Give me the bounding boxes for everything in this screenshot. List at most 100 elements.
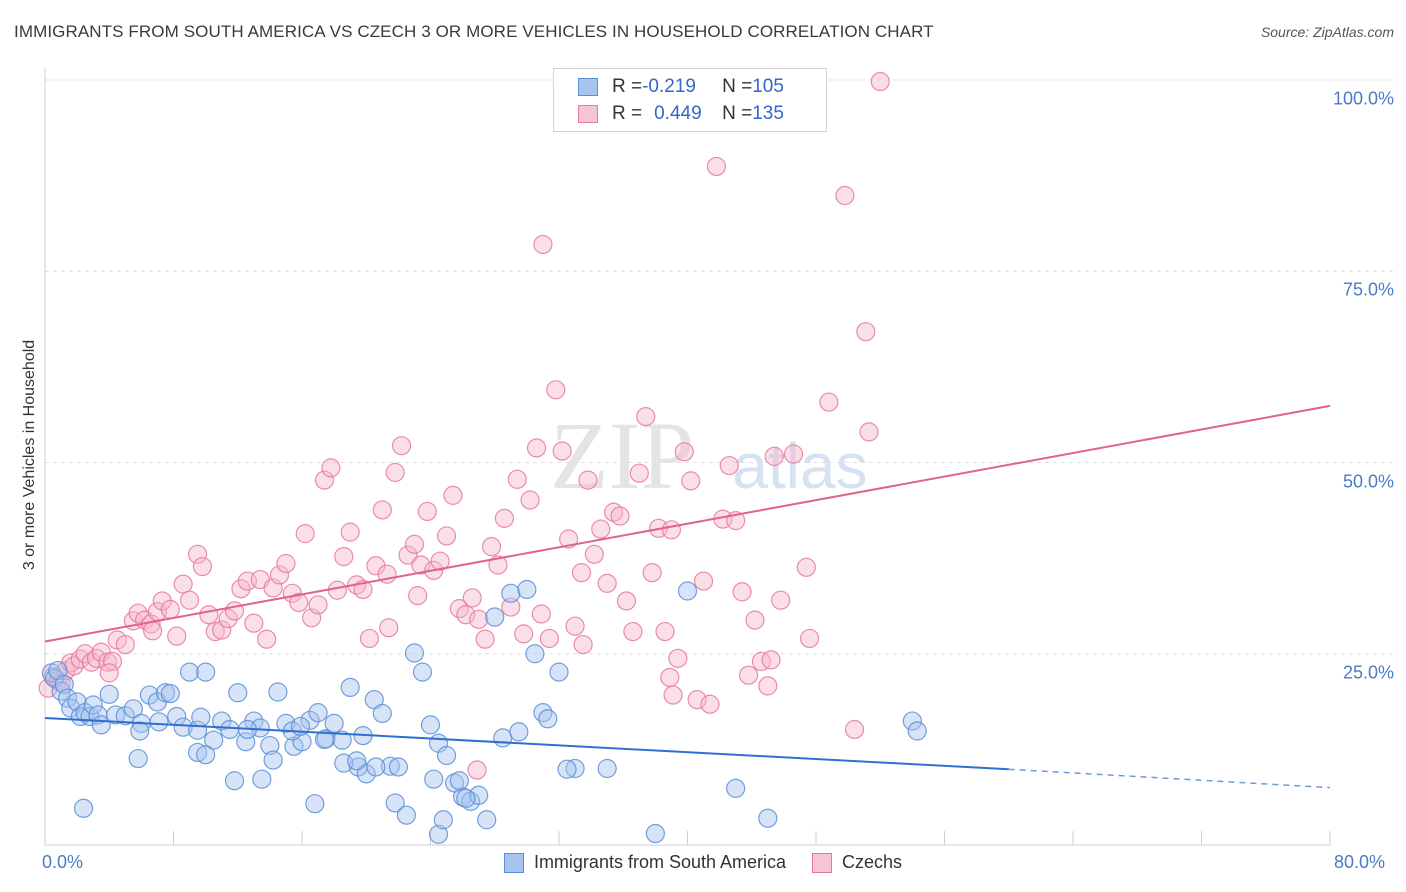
data-point-czechs	[276, 553, 296, 574]
data-point-immigrants	[645, 823, 665, 844]
data-point-immigrants	[501, 583, 521, 603]
r-label: R =	[612, 76, 643, 97]
data-point-czechs	[321, 458, 341, 478]
x-tick-label-min: 0.0%	[42, 852, 84, 872]
legend-item-czechs[interactable]: Czechs	[812, 852, 902, 873]
data-point-czechs	[687, 690, 707, 710]
chart-title: IMMIGRANTS FROM SOUTH AMERICA VS CZECH 3…	[14, 22, 934, 41]
data-point-immigrants	[106, 705, 126, 725]
y-tick-label: 50.0%	[1342, 471, 1394, 491]
data-point-immigrants	[396, 805, 417, 825]
data-point-czechs	[844, 719, 865, 740]
data-point-czechs	[327, 580, 347, 600]
data-point-czechs	[552, 441, 572, 461]
watermark-zip: ZIP	[550, 402, 694, 509]
data-point-immigrants	[187, 742, 208, 763]
data-point-czechs	[462, 588, 482, 608]
data-point-immigrants	[477, 810, 497, 830]
data-point-czechs	[738, 665, 759, 685]
stats-row-blue: R = -0.219 N = 105	[578, 76, 784, 98]
data-point-immigrants	[758, 808, 778, 828]
data-point-immigrants	[67, 692, 87, 712]
data-point-czechs	[546, 380, 566, 400]
data-point-immigrants	[224, 771, 245, 791]
data-point-immigrants	[83, 695, 103, 715]
data-point-czechs	[192, 556, 213, 577]
y-axis-label: 3 or more Vehicles in Household	[21, 339, 38, 571]
data-point-czechs	[732, 582, 752, 602]
blue-swatch	[578, 78, 598, 96]
data-point-immigrants	[139, 685, 160, 705]
data-point-immigrants	[115, 706, 135, 726]
data-point-immigrants	[300, 710, 320, 730]
data-point-immigrants	[99, 684, 119, 704]
data-point-czechs	[199, 605, 219, 625]
data-point-immigrants	[204, 730, 224, 750]
data-point-immigrants	[314, 729, 335, 750]
data-point-immigrants	[485, 607, 505, 627]
data-point-immigrants	[220, 719, 240, 740]
legend-label: Czechs	[842, 852, 903, 872]
data-point-immigrants	[525, 644, 545, 664]
pink-swatch	[578, 105, 598, 123]
data-point-czechs	[610, 506, 630, 526]
data-point-immigrants	[252, 769, 272, 789]
data-point-czechs	[520, 490, 540, 510]
data-point-immigrants	[517, 579, 537, 600]
stats-row-pink: R = 0.449 N = 135	[578, 103, 784, 125]
data-point-czechs	[681, 471, 701, 491]
data-point-czechs	[467, 760, 487, 780]
data-point-immigrants	[907, 721, 927, 741]
data-point-czechs	[758, 676, 778, 696]
data-point-czechs	[668, 648, 688, 668]
data-point-czechs	[408, 586, 428, 606]
trend-lines	[44, 404, 1331, 789]
data-point-immigrants	[236, 732, 256, 752]
data-point-czechs	[115, 634, 135, 655]
data-point-immigrants	[509, 722, 529, 742]
data-point-immigrants	[549, 662, 569, 682]
data-point-immigrants	[388, 757, 408, 777]
data-point-immigrants	[276, 713, 296, 733]
data-point-immigrants	[228, 683, 248, 703]
n-label: N =	[722, 76, 753, 97]
y-tick-label: 100.0%	[1332, 88, 1394, 109]
data-point-czechs	[663, 685, 683, 705]
data-point-czechs	[764, 446, 784, 466]
x-tick-label-max: 80.0%	[1334, 852, 1386, 872]
data-point-czechs	[295, 524, 315, 544]
data-point-immigrants	[128, 748, 148, 769]
data-point-immigrants	[380, 756, 400, 776]
data-point-immigrants	[428, 824, 449, 844]
legend-label: Immigrants from South America	[533, 852, 787, 872]
data-point-immigrants	[372, 703, 392, 724]
data-point-czechs	[443, 485, 463, 505]
data-point-immigrants	[356, 764, 376, 784]
data-point-czechs	[212, 620, 232, 640]
data-point-czechs	[507, 469, 527, 489]
data-point-czechs	[819, 392, 839, 412]
data-point-immigrants	[196, 662, 216, 682]
data-point-czechs	[244, 613, 264, 633]
data-point-immigrants	[305, 794, 325, 814]
data-point-immigrants	[263, 750, 283, 770]
data-point-immigrants	[902, 711, 922, 731]
n-label: N =	[722, 103, 753, 124]
data-point-czechs	[488, 555, 508, 575]
legend-item-immigrants[interactable]: Immigrants from South America	[503, 852, 787, 873]
data-point-czechs	[719, 455, 739, 476]
data-point-czechs	[559, 529, 579, 549]
data-point-czechs	[597, 573, 617, 593]
data-point-czechs	[571, 563, 592, 583]
data-point-immigrants	[268, 682, 288, 702]
data-point-czechs	[796, 557, 816, 577]
data-point-czechs	[799, 628, 820, 649]
data-point-czechs	[398, 545, 418, 565]
data-point-immigrants	[385, 793, 405, 813]
data-point-immigrants	[123, 699, 143, 719]
data-point-czechs	[160, 599, 180, 619]
data-point-czechs	[436, 526, 457, 546]
watermark: ZIP atlas	[550, 402, 868, 509]
data-point-czechs	[859, 422, 879, 442]
